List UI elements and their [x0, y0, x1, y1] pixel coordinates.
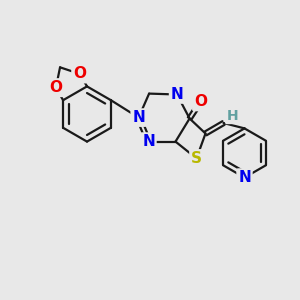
- Text: N: N: [238, 170, 251, 185]
- Text: N: N: [142, 134, 155, 149]
- Text: O: O: [50, 80, 62, 95]
- Text: S: S: [191, 151, 202, 166]
- Text: O: O: [73, 66, 86, 81]
- Text: H: H: [227, 109, 238, 122]
- Text: O: O: [194, 94, 207, 110]
- Text: O: O: [73, 66, 86, 81]
- Text: N: N: [132, 110, 145, 125]
- Text: O: O: [50, 80, 62, 95]
- Text: N: N: [171, 87, 183, 102]
